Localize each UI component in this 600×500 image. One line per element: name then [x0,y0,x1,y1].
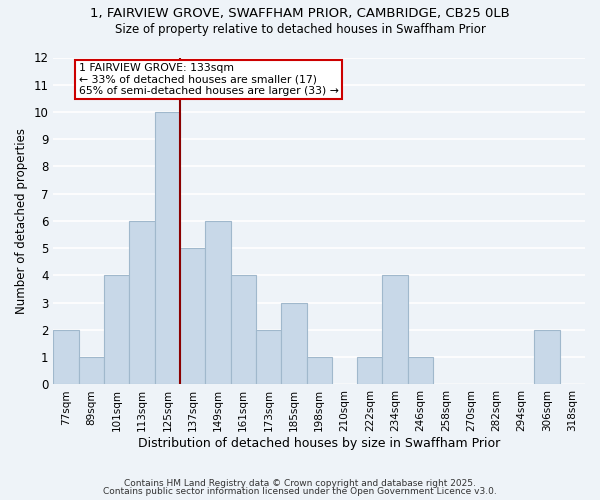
Bar [408,357,433,384]
Text: 1 FAIRVIEW GROVE: 133sqm
← 33% of detached houses are smaller (17)
65% of semi-d: 1 FAIRVIEW GROVE: 133sqm ← 33% of detach… [79,63,338,96]
Bar [180,248,205,384]
Bar [230,276,256,384]
Bar [256,330,281,384]
Bar [79,357,104,384]
Y-axis label: Number of detached properties: Number of detached properties [15,128,28,314]
Text: Size of property relative to detached houses in Swaffham Prior: Size of property relative to detached ho… [115,22,485,36]
Bar [155,112,180,384]
X-axis label: Distribution of detached houses by size in Swaffham Prior: Distribution of detached houses by size … [138,437,500,450]
Bar [130,221,155,384]
Bar [535,330,560,384]
Text: Contains public sector information licensed under the Open Government Licence v3: Contains public sector information licen… [103,487,497,496]
Bar [53,330,79,384]
Bar [307,357,332,384]
Bar [357,357,382,384]
Text: 1, FAIRVIEW GROVE, SWAFFHAM PRIOR, CAMBRIDGE, CB25 0LB: 1, FAIRVIEW GROVE, SWAFFHAM PRIOR, CAMBR… [90,8,510,20]
Text: Contains HM Land Registry data © Crown copyright and database right 2025.: Contains HM Land Registry data © Crown c… [124,478,476,488]
Bar [104,276,130,384]
Bar [382,276,408,384]
Bar [205,221,230,384]
Bar [281,302,307,384]
